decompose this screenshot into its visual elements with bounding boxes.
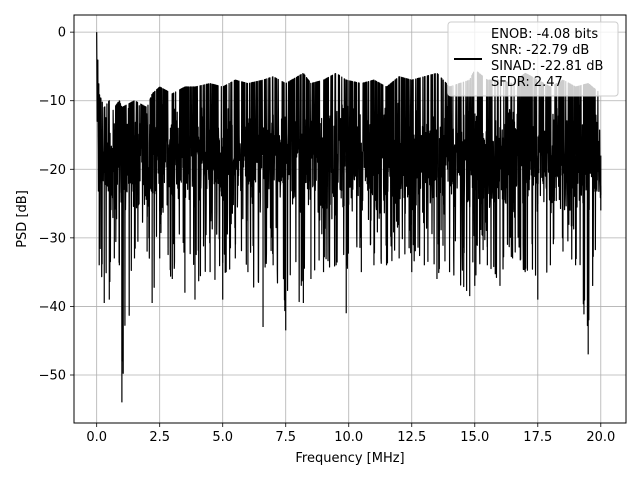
legend-sinad: SINAD: -22.81 dB <box>491 59 603 74</box>
x-tick-label: 15.0 <box>460 430 489 445</box>
x-tick-label: 0.0 <box>86 430 107 445</box>
y-tick-label: 0 <box>58 26 66 41</box>
legend-enob: ENOB: -4.08 bits <box>491 27 598 42</box>
y-tick-label: −20 <box>39 163 66 178</box>
legend: ENOB: -4.08 bits SNR: -22.79 dB SINAD: -… <box>447 21 619 97</box>
axes-frame <box>73 14 627 424</box>
legend-sfdr: SFDR: 2.47 <box>491 75 563 90</box>
x-tick-label: 5.0 <box>212 430 233 445</box>
psd-series-line <box>96 32 602 374</box>
y-axis-label: PSD [dB] <box>15 190 30 248</box>
y-tick-label: −30 <box>39 231 66 246</box>
x-tick-label: 7.5 <box>275 430 296 445</box>
x-tick-label: 20.0 <box>586 430 615 445</box>
axis-ticks: 0.0 2.5 5.0 7.5 10.0 12.5 15.0 17.5 20.0 0 −10 −20 −… <box>39 26 616 445</box>
plot-area <box>96 32 602 403</box>
y-tick-label: −10 <box>39 94 66 109</box>
x-tick-label: 2.5 <box>149 430 170 445</box>
x-tick-label: 17.5 <box>523 430 552 445</box>
legend-box <box>447 21 619 97</box>
y-tick-label: −50 <box>39 369 66 384</box>
x-tick-label: 10.0 <box>334 430 363 445</box>
y-tick-label: −40 <box>39 300 66 315</box>
x-tick-label: 12.5 <box>397 430 426 445</box>
legend-snr: SNR: -22.79 dB <box>491 43 589 58</box>
legend-label: ENOB: -4.08 bits SNR: -22.79 dB SINAD: -… <box>491 27 608 90</box>
x-axis-label: Frequency [MHz] <box>295 451 404 466</box>
